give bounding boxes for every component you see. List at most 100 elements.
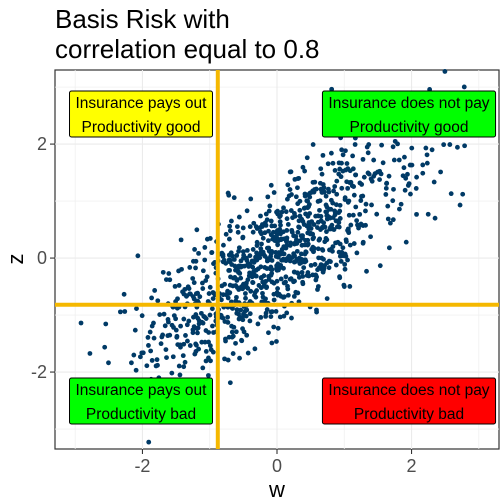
chart-title-line-2: correlation equal to 0.8 <box>55 34 320 64</box>
scatter-point <box>302 168 308 174</box>
scatter-point <box>363 208 368 214</box>
scatter-point <box>280 294 286 300</box>
scatter-point <box>414 174 419 180</box>
scatter-point <box>319 247 325 252</box>
scatter-point <box>238 307 244 313</box>
scatter-point <box>240 285 246 291</box>
scatter-point <box>269 340 275 346</box>
scatter-point <box>181 364 187 370</box>
scatter-point <box>233 329 239 335</box>
scatter-point <box>318 186 324 192</box>
scatter-point <box>326 265 332 271</box>
scatter-point <box>195 330 200 336</box>
scatter-point <box>398 201 404 207</box>
scatter-point <box>191 296 197 302</box>
scatter-point <box>241 255 246 261</box>
scatter-point <box>386 245 392 251</box>
scatter-point <box>386 173 392 179</box>
scatter-point <box>346 230 352 236</box>
scatter-point <box>305 270 311 275</box>
scatter-point <box>289 229 295 235</box>
scatter-point <box>166 271 172 276</box>
scatter-point <box>279 209 285 215</box>
scatter-point <box>292 241 298 246</box>
scatter-point <box>159 334 165 340</box>
scatter-point <box>229 262 235 267</box>
scatter-point <box>274 339 279 344</box>
scatter-point <box>383 192 389 197</box>
y-tick-label: 0 <box>37 248 47 268</box>
scatter-point <box>368 176 374 182</box>
scatter-point <box>321 256 326 262</box>
scatter-point <box>268 218 274 224</box>
scatter-point <box>228 250 234 256</box>
scatter-point <box>338 259 344 264</box>
scatter-point <box>366 142 372 147</box>
scatter-point <box>205 373 211 378</box>
scatter-point <box>385 216 391 222</box>
scatter-point <box>317 236 323 242</box>
scatter-point <box>299 269 305 275</box>
scatter-point <box>240 317 246 323</box>
scatter-point <box>144 363 150 369</box>
scatter-point <box>176 363 182 369</box>
scatter-point <box>152 288 158 293</box>
scatter-point <box>284 237 289 243</box>
scatter-point <box>225 357 231 363</box>
scatter-point <box>260 294 266 300</box>
scatter-point <box>331 227 337 232</box>
scatter-point <box>78 320 84 326</box>
scatter-point <box>332 168 338 173</box>
scatter-point <box>293 194 299 200</box>
scatter-point <box>191 280 197 286</box>
scatter-point <box>374 211 380 217</box>
scatter-point <box>254 239 260 245</box>
scatter-point <box>193 291 199 297</box>
scatter-point <box>172 283 178 289</box>
scatter-point <box>209 250 215 256</box>
scatter-point <box>292 211 297 216</box>
scatter-point <box>238 275 244 281</box>
scatter-point <box>377 177 382 183</box>
scatter-point <box>251 220 257 226</box>
scatter-point <box>332 212 338 218</box>
scatter-point <box>161 311 167 317</box>
scatter-point <box>288 169 294 175</box>
scatter-point <box>296 274 302 280</box>
scatter-point <box>297 207 303 213</box>
scatter-point <box>315 284 321 289</box>
scatter-point <box>325 161 331 167</box>
scatter-point <box>330 160 336 166</box>
scatter-point <box>203 348 209 354</box>
scatter-point <box>460 191 466 197</box>
scatter-point <box>223 336 228 342</box>
x-tick-label: -2 <box>134 456 150 476</box>
scatter-point <box>379 142 385 148</box>
quadrant-label-box <box>321 377 497 425</box>
scatter-point <box>240 249 246 255</box>
scatter-point <box>262 253 268 259</box>
scatter-point <box>345 257 350 263</box>
scatter-point <box>300 164 306 170</box>
scatter-point <box>262 220 268 226</box>
scatter-point <box>295 185 300 191</box>
scatter-point <box>271 291 277 297</box>
scatter-point <box>211 330 216 335</box>
scatter-point <box>279 250 285 256</box>
scatter-point <box>151 320 156 326</box>
scatter-point <box>288 276 294 282</box>
scatter-point <box>243 291 248 296</box>
scatter-point <box>260 290 265 296</box>
scatter-point <box>424 152 430 158</box>
scatter-point <box>358 198 364 203</box>
scatter-point <box>269 248 275 254</box>
x-tick-label: 0 <box>272 456 282 476</box>
scatter-point <box>173 316 179 322</box>
scatter-point <box>346 198 352 204</box>
scatter-point <box>315 199 321 204</box>
scatter-point <box>365 150 371 156</box>
scatter-point <box>275 286 280 291</box>
scatter-point <box>307 222 312 228</box>
scatter-point <box>240 225 246 231</box>
scatter-point <box>206 355 211 361</box>
